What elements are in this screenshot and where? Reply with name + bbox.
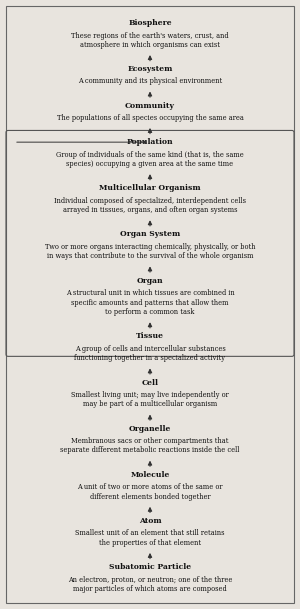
Text: An electron, proton, or neutron; one of the three
major particles of which atoms: An electron, proton, or neutron; one of … bbox=[68, 576, 232, 593]
Text: The populations of all species occupying the same area: The populations of all species occupying… bbox=[57, 114, 243, 122]
Text: A community and its physical environment: A community and its physical environment bbox=[78, 77, 222, 85]
Text: Smallest unit of an element that still retains
the properties of that element: Smallest unit of an element that still r… bbox=[75, 529, 225, 547]
Text: Smallest living unit; may live independently or
may be part of a multicellular o: Smallest living unit; may live independe… bbox=[71, 391, 229, 408]
Text: Individual composed of specialized, interdependent cells
arrayed in tissues, org: Individual composed of specialized, inte… bbox=[54, 197, 246, 214]
Text: Two or more organs interacting chemically, physically, or both
in ways that cont: Two or more organs interacting chemicall… bbox=[45, 243, 255, 260]
Text: A group of cells and intercellular substances
functioning together in a speciali: A group of cells and intercellular subst… bbox=[74, 345, 226, 362]
Text: Population: Population bbox=[127, 138, 173, 146]
Text: Organ System: Organ System bbox=[120, 230, 180, 239]
Text: Organelle: Organelle bbox=[129, 424, 171, 432]
Text: Molecule: Molecule bbox=[130, 471, 170, 479]
Text: Group of individuals of the same kind (that is, the same
species) occupying a gi: Group of individuals of the same kind (t… bbox=[56, 150, 244, 168]
Text: Biosphere: Biosphere bbox=[128, 19, 172, 27]
Text: Cell: Cell bbox=[142, 379, 158, 387]
Text: Community: Community bbox=[125, 102, 175, 110]
Text: These regions of the earth's waters, crust, and
atmosphere in which organisms ca: These regions of the earth's waters, cru… bbox=[71, 32, 229, 49]
Text: A unit of two or more atoms of the same or
different elements bonded together: A unit of two or more atoms of the same … bbox=[77, 484, 223, 501]
Text: A structural unit in which tissues are combined in
specific amounts and patterns: A structural unit in which tissues are c… bbox=[66, 289, 234, 315]
Text: Ecosystem: Ecosystem bbox=[127, 65, 173, 73]
Text: Organ: Organ bbox=[137, 276, 163, 284]
Text: Membranous sacs or other compartments that
separate different metabolic reaction: Membranous sacs or other compartments th… bbox=[60, 437, 240, 454]
Text: Multicellular Organism: Multicellular Organism bbox=[99, 185, 201, 192]
Text: Subatomic Particle: Subatomic Particle bbox=[109, 563, 191, 571]
Text: Atom: Atom bbox=[139, 517, 161, 525]
Text: Tissue: Tissue bbox=[136, 333, 164, 340]
